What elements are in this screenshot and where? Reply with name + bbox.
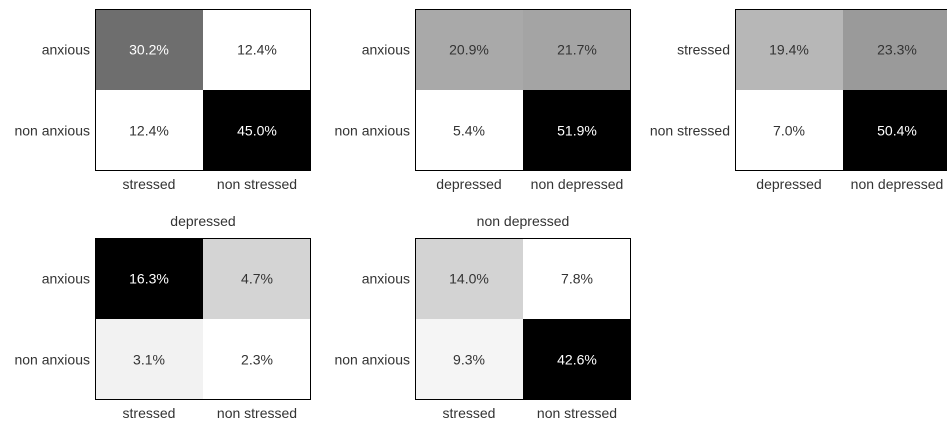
col-tick-label: stressed — [443, 405, 496, 421]
cell-value-label: 9.3% — [453, 352, 485, 368]
col-tick-label: depressed — [436, 176, 501, 192]
cell-value-label: 50.4% — [877, 123, 917, 139]
row-tick-label: stressed — [677, 42, 730, 58]
heatmap-panel-5: non depressed 14.0% 7.8% 9.3% 42.6% anxious no… — [334, 213, 631, 421]
heatmap-panel-3: 19.4% 23.3% 7.0% 50.4% stressed non stressed d… — [650, 9, 947, 192]
cell-value-label: 5.4% — [453, 123, 485, 139]
col-tick-label: non stressed — [217, 405, 297, 421]
panel-title: depressed — [170, 213, 235, 229]
row-tick-label: non anxious — [14, 352, 90, 368]
cell-value-label: 7.0% — [773, 123, 805, 139]
cell-value-label: 16.3% — [129, 271, 169, 287]
row-tick-label: non anxious — [14, 123, 90, 139]
cell-value-label: 3.1% — [133, 352, 165, 368]
row-tick-label: anxious — [42, 271, 90, 287]
cell-value-label: 12.4% — [237, 42, 277, 58]
col-tick-label: stressed — [123, 176, 176, 192]
cell-value-label: 19.4% — [769, 42, 809, 58]
heatmap-panel-1: 30.2% 12.4% 12.4% 45.0% anxious non anxious st… — [14, 9, 311, 192]
col-tick-label: non stressed — [537, 405, 617, 421]
row-tick-label: non stressed — [650, 123, 730, 139]
cell-value-label: 14.0% — [449, 271, 489, 287]
cell-value-label: 2.3% — [241, 352, 273, 368]
row-tick-label: non anxious — [334, 352, 410, 368]
cell-value-label: 4.7% — [241, 271, 273, 287]
heatmap-panel-4: depressed 16.3% 4.7% 3.1% 2.3% anxious non anx… — [14, 213, 311, 421]
col-tick-label: depressed — [756, 176, 821, 192]
row-tick-label: non anxious — [334, 123, 410, 139]
row-tick-label: anxious — [362, 42, 410, 58]
cell-value-label: 12.4% — [129, 123, 169, 139]
col-tick-label: stressed — [123, 405, 176, 421]
col-tick-label: non depressed — [851, 176, 944, 192]
cell-value-label: 51.9% — [557, 123, 597, 139]
panel-title: non depressed — [477, 213, 570, 229]
cell-value-label: 45.0% — [237, 123, 277, 139]
cell-value-label: 42.6% — [557, 352, 597, 368]
cell-value-label: 30.2% — [129, 42, 169, 58]
cell-value-label: 7.8% — [561, 271, 593, 287]
row-tick-label: anxious — [42, 42, 90, 58]
cell-value-label: 23.3% — [877, 42, 917, 58]
heatmap-panel-2: 20.9% 21.7% 5.4% 51.9% anxious non anxious dep… — [334, 9, 631, 192]
col-tick-label: non depressed — [531, 176, 624, 192]
cell-value-label: 20.9% — [449, 42, 489, 58]
col-tick-label: non stressed — [217, 176, 297, 192]
cell-value-label: 21.7% — [557, 42, 597, 58]
row-tick-label: anxious — [362, 271, 410, 287]
